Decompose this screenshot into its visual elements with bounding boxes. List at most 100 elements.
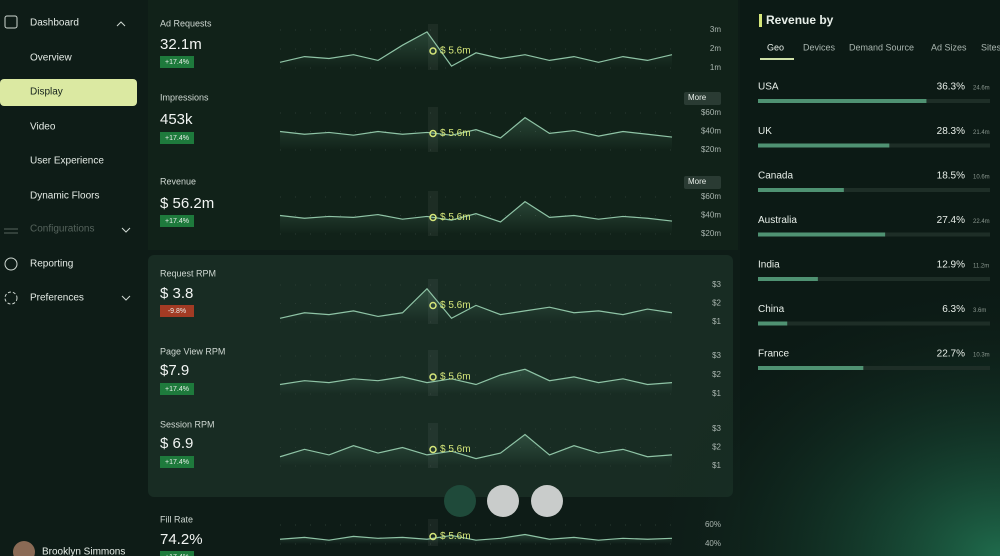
country: Canada — [758, 171, 793, 182]
tab[interactable]: Geo — [767, 42, 784, 52]
share-bar — [758, 232, 886, 237]
tooltip-dot — [429, 301, 437, 310]
nav-item[interactable]: Video — [30, 122, 56, 133]
change-badge — [160, 305, 194, 317]
change-badge — [160, 132, 194, 144]
more-button[interactable] — [684, 176, 721, 189]
active-item[interactable] — [0, 79, 137, 106]
sparkline — [279, 533, 673, 541]
change-badge — [160, 551, 194, 556]
metric-title: Request RPM — [160, 268, 216, 278]
tab[interactable]: Sites — [981, 42, 1000, 52]
change-label: +17.4% — [165, 135, 189, 142]
hover-band — [428, 107, 438, 152]
chevron — [116, 21, 131, 301]
nav-item[interactable]: Dynamic Floors — [30, 191, 99, 202]
country: France — [758, 349, 790, 360]
y-tick-label: $2 — [712, 299, 721, 308]
user-name: Brooklyn Simmons — [42, 547, 125, 556]
nav-item[interactable]: Display — [30, 87, 63, 98]
country: China — [758, 304, 785, 315]
country: India — [758, 260, 780, 271]
share-bar — [758, 277, 818, 281]
sparkline-area — [280, 434, 672, 466]
amount: 22.4m — [973, 219, 990, 225]
nav-item[interactable]: Configurations — [30, 224, 94, 235]
bar-track — [758, 366, 990, 370]
metric-title: Session RPM — [160, 419, 215, 429]
nav-item[interactable]: Dashboard — [30, 18, 79, 29]
sparkline — [279, 31, 673, 67]
more-label[interactable]: More — [688, 177, 707, 186]
amount: 3.6m — [973, 308, 986, 314]
country: USA — [758, 82, 779, 93]
sparkline — [279, 200, 673, 223]
metric-value: 74.2% — [160, 531, 203, 548]
nav-item[interactable]: Overview — [30, 53, 72, 64]
icon — [4, 291, 18, 305]
y-tick-label: 3m — [710, 25, 721, 34]
metric-value: $ 6.9 — [160, 435, 193, 452]
more-label[interactable]: More — [688, 93, 707, 102]
y-tick-label: 2m — [710, 44, 721, 53]
tooltip-label: $ 5.6m — [440, 372, 471, 383]
more-button[interactable] — [684, 92, 721, 105]
y-tick-label: 40% — [705, 539, 721, 548]
carousel-dot[interactable] — [531, 485, 563, 517]
amount: 10.6m — [973, 175, 990, 181]
amount: 11.2m — [973, 264, 989, 270]
change-badge — [160, 456, 194, 468]
share-label: 12.9% — [937, 260, 965, 271]
share-label: 6.3% — [942, 304, 965, 315]
share-label: 28.3% — [937, 126, 965, 137]
metric-value: $ 3.8 — [160, 285, 193, 302]
icon — [4, 15, 18, 29]
sparkline — [279, 116, 673, 139]
y-tick-label: $40m — [701, 127, 721, 136]
sparkline-area — [280, 534, 672, 544]
tooltip-dot — [429, 47, 437, 55]
share-bar — [758, 143, 890, 148]
panel-title: Revenue by — [766, 13, 834, 27]
carousel-dot[interactable] — [444, 485, 476, 517]
change-badge — [160, 215, 194, 227]
tab[interactable]: Devices — [803, 42, 836, 52]
metric-title: Revenue — [160, 176, 196, 186]
nav-item[interactable]: User Experience — [30, 156, 104, 167]
hover-band — [428, 191, 438, 236]
metric-value: 453k — [160, 111, 193, 128]
tooltip-label: $ 5.6m — [440, 212, 471, 223]
change-label: +17.4% — [165, 218, 189, 225]
y-tick-label: $40m — [701, 211, 721, 220]
sparkline-area — [280, 117, 672, 150]
tooltip-label: $ 5.6m — [440, 444, 471, 455]
tab[interactable]: Demand Source — [849, 42, 914, 52]
tooltip-label: $ 5.6m — [440, 128, 471, 139]
icon — [4, 257, 18, 271]
tab[interactable]: Ad Sizes — [931, 42, 967, 52]
sparkline-area — [280, 201, 672, 234]
nav-item[interactable]: Reporting — [30, 259, 73, 270]
hover-band — [428, 519, 438, 546]
change-label: +17.4% — [165, 554, 189, 556]
nav-item[interactable]: Preferences — [30, 293, 84, 304]
share-label: 27.4% — [937, 215, 965, 226]
share-bar — [758, 99, 927, 103]
change-label: -9.8% — [168, 308, 186, 315]
carousel-dot[interactable] — [487, 485, 519, 517]
share-bar — [758, 188, 844, 192]
change-label: +17.4% — [165, 59, 189, 66]
y-tick-label: $20m — [701, 229, 721, 238]
y-tick-label: 60% — [705, 520, 721, 529]
hover-band — [428, 423, 438, 468]
y-tick-label: $3 — [712, 424, 721, 433]
metric-title: Page View RPM — [160, 346, 225, 356]
amount: 24.6m — [973, 86, 990, 92]
y-tick-label: 1m — [710, 63, 721, 72]
share-label: 22.7% — [937, 349, 965, 360]
metric-value: 32.1m — [160, 36, 202, 53]
change-label: +17.4% — [165, 459, 189, 466]
y-tick-label: $3 — [712, 351, 721, 360]
